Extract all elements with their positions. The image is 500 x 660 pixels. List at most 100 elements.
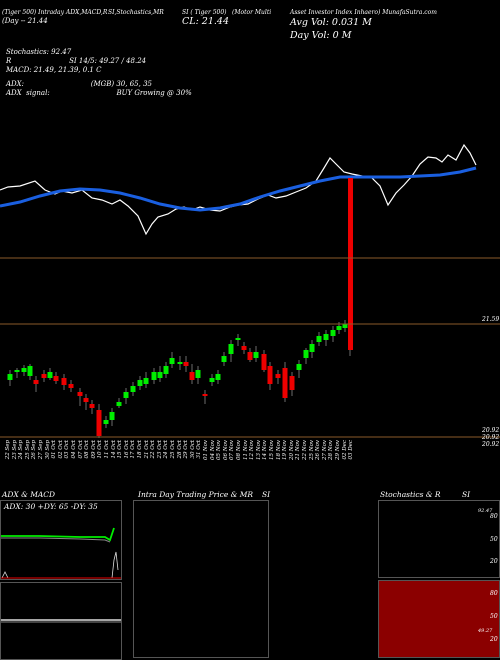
bull-candle [123, 392, 129, 398]
header-title-1: (Tiger 500) Intraday ADX,MACD,R [2, 9, 108, 16]
date-tick-label: 02 Oct [57, 440, 64, 459]
bear-candle [202, 394, 208, 396]
header-title-4: (Motor Multi [232, 9, 272, 16]
bull-candle [323, 334, 329, 340]
date-tick-label: 02 Dec [341, 440, 348, 460]
bull-candle [157, 372, 163, 378]
bull-candle [195, 370, 201, 378]
day-volume: Day Vol: 0 M [290, 30, 352, 41]
price-level-label: 20.92 [482, 441, 500, 448]
bull-candle [177, 362, 183, 364]
bull-candle [163, 366, 169, 374]
bear-candle [241, 346, 247, 350]
bear-candle [53, 376, 59, 381]
bull-candle [330, 330, 336, 336]
intraday-panel-title-b: SI [262, 490, 271, 499]
date-tick-label: 21 Oct [143, 440, 150, 459]
rsi-tick: 50 [490, 613, 498, 620]
date-tick-label: 04 Nov [209, 440, 216, 460]
date-tick-label: 29 Oct [183, 440, 190, 459]
date-tick-label: 09 Oct [90, 440, 97, 459]
bull-candle [14, 370, 20, 372]
date-tick-label: 25 Nov [308, 440, 315, 460]
date-tick-label: 28 Oct [176, 440, 183, 459]
date-tick-label: 25 Sep [24, 440, 31, 460]
date-tick-label: 08 Oct [84, 440, 91, 459]
date-tick-label: 03 Oct [64, 440, 71, 459]
date-tick-label: 15 Nov [269, 440, 275, 460]
bull-candle [7, 374, 13, 380]
stoch-panel-title: Stochastics & R [380, 490, 441, 499]
adx-spike-line [1, 571, 9, 579]
date-tick-label: 03 Dec [348, 440, 355, 460]
date-tick-label: 26 Sep [31, 440, 38, 460]
date-tick-label: 28 Nov [328, 440, 335, 460]
adx-panel-readout: ADX: 30 +DY: 65 -DY: 35 [4, 502, 98, 511]
date-tick-label: 25 Oct [170, 440, 176, 459]
date-tick-label: 31 Oct [196, 440, 203, 459]
bear-candle [289, 376, 295, 390]
date-tick-label: 11 Nov [242, 440, 249, 460]
bear-candle [83, 398, 89, 402]
date-tick-label: 17 Oct [130, 440, 137, 459]
rsi-tick: 20 [490, 636, 498, 643]
date-tick-label: 12 Nov [249, 440, 256, 460]
bull-candle [116, 402, 122, 406]
bull-candle [109, 412, 115, 420]
bear-candle [267, 366, 273, 384]
date-tick-label: 24 Oct [163, 440, 170, 459]
date-tick-label: 11 Oct [104, 440, 110, 459]
bear-candle-large [348, 178, 353, 350]
adx-line [0, 537, 111, 543]
bull-candle [209, 378, 215, 382]
candlestick-group [7, 178, 353, 438]
header-title-3: SI ( Tiger 500) [182, 9, 227, 16]
date-tick-label: 20 Nov [288, 440, 295, 460]
bull-candle [169, 358, 175, 364]
adx-plus-di-line [0, 527, 115, 542]
date-tick-label: 19 Nov [282, 440, 289, 460]
date-tick-label: 04 Oct [71, 440, 77, 459]
bull-candle [27, 366, 33, 376]
price-level-label: 20.92 [482, 434, 500, 441]
date-tick-label: 26 Nov [315, 440, 322, 460]
date-tick-label: 22 Nov [302, 440, 308, 460]
bull-candle [253, 352, 259, 358]
adx-panel [0, 500, 122, 580]
date-tick-label: 18 Nov [275, 440, 282, 460]
date-tick-label: 22 Oct [150, 440, 157, 459]
bull-candle [309, 344, 315, 352]
adx-signal-readout: ADX signal: BUY Growing @ 30% [6, 89, 192, 97]
date-tick-label: 18 Oct [137, 440, 143, 459]
date-tick-label: 27 Nov [321, 440, 328, 460]
bull-candle [296, 364, 302, 370]
date-tick-label: 15 Oct [117, 440, 124, 459]
date-tick-label: 30 Oct [189, 440, 196, 459]
date-tick-label: 24 Sep [18, 440, 25, 460]
bull-candle [47, 372, 53, 378]
rsi-panel [378, 580, 500, 658]
header-title-5: Asset Investor Index Inhaero) MunafaSutr… [290, 9, 437, 16]
bear-candle [261, 354, 267, 370]
adx-readout: ADX: (MGB) 30, 65, 35 [6, 80, 152, 88]
bull-candle [143, 378, 149, 384]
stoch-value: 92.47 [478, 508, 493, 514]
price-level-label: 20.92 [482, 427, 500, 434]
bear-candle [275, 374, 281, 378]
bear-candle [41, 374, 47, 378]
bull-candle [103, 420, 109, 424]
adx-spike-line [111, 551, 119, 579]
close-price: CL: 21.44 [182, 16, 229, 27]
stochastics-readout: Stochastics: 92.47 [6, 48, 72, 56]
stochastics-panel [378, 500, 500, 578]
moving-average-line [0, 166, 477, 212]
rsi-tick: 80 [490, 590, 498, 597]
date-tick-label: 29 Nov [335, 440, 341, 460]
date-tick-label: 14 Nov [262, 440, 269, 460]
day-change: (Day -- 21.44 [2, 17, 48, 25]
price-line-group [0, 143, 477, 236]
bull-candle [221, 356, 227, 362]
bull-candle [228, 344, 234, 354]
bear-candle [77, 392, 83, 396]
bull-candle [151, 372, 157, 380]
